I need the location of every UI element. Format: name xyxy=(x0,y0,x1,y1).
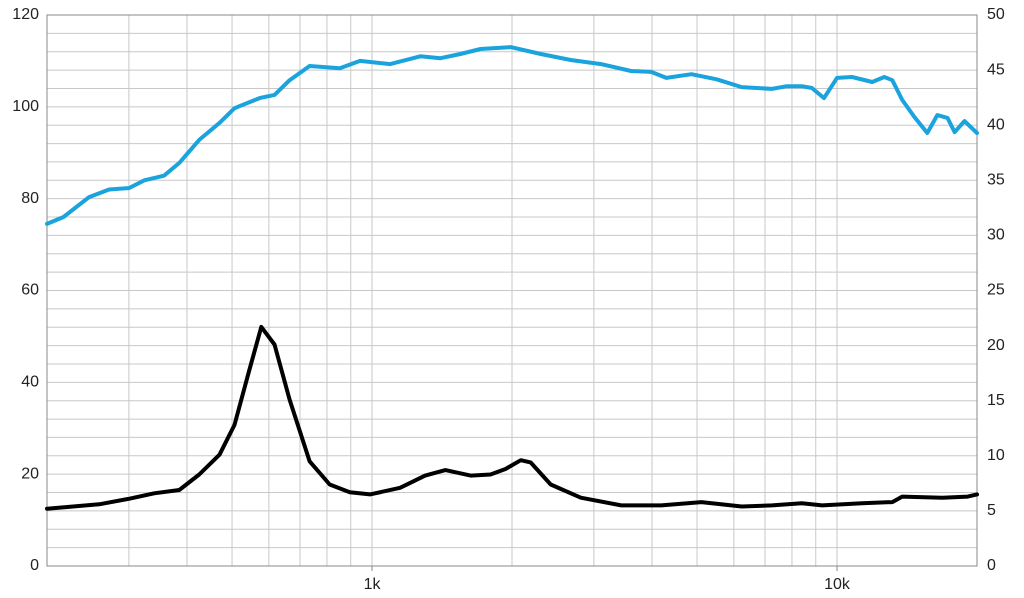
series-line xyxy=(45,45,979,226)
y2-tick-label: 50 xyxy=(987,6,1005,23)
y2-tick-label: 40 xyxy=(987,116,1005,133)
y-tick-label: 20 xyxy=(21,465,39,482)
y-tick-label: 80 xyxy=(21,190,39,207)
x-tick-label: 10k xyxy=(824,576,851,593)
series-line xyxy=(45,324,979,511)
y-tick-label: 120 xyxy=(12,6,39,23)
y2-tick-label: 30 xyxy=(987,227,1005,244)
y2-tick-label: 10 xyxy=(987,447,1005,464)
y2-tick-label: 45 xyxy=(987,61,1005,78)
y2-tick-label: 25 xyxy=(987,282,1005,299)
plot-frame xyxy=(46,14,978,567)
x-tick-label: 1k xyxy=(364,576,382,593)
y-tick-label: 40 xyxy=(21,374,39,391)
y2-tick-label: 0 xyxy=(987,557,996,574)
y-tick-label: 60 xyxy=(21,282,39,299)
y2-tick-label: 35 xyxy=(987,172,1005,189)
y2-tick-label: 15 xyxy=(987,392,1005,409)
y2-tick-label: 5 xyxy=(987,502,996,519)
y-tick-label: 0 xyxy=(30,557,39,574)
y2-tick-label: 20 xyxy=(987,337,1005,354)
y-tick-label: 100 xyxy=(12,98,39,115)
